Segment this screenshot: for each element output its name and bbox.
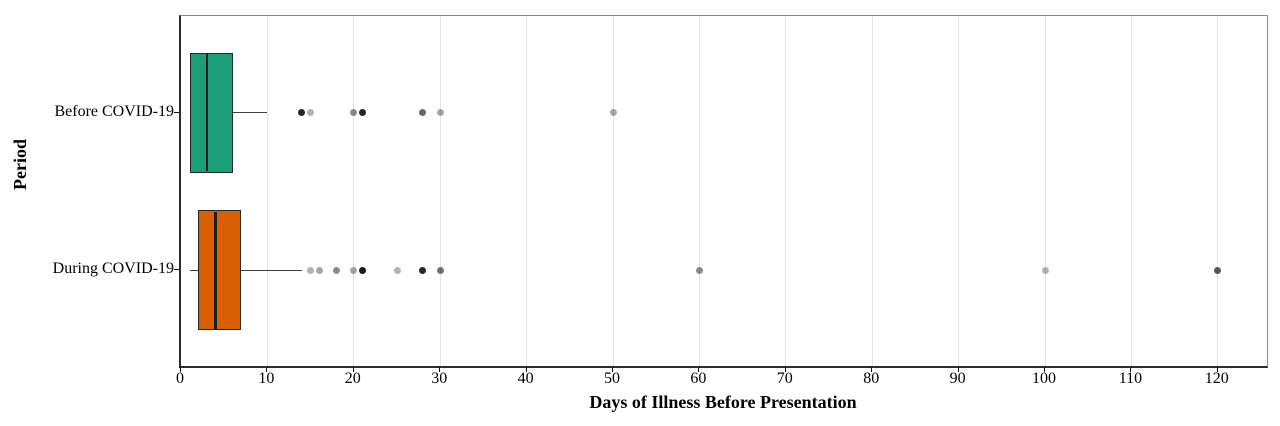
x-tick-70 (784, 367, 786, 372)
x-tick-110 (1130, 367, 1132, 372)
upper-whisker (232, 111, 268, 114)
x-tick-label-20: 20 (344, 370, 361, 387)
outlier-dot (315, 266, 323, 274)
gridline-x-10 (266, 16, 268, 366)
gridline-x-120 (1217, 16, 1219, 366)
gridline-x-50 (612, 16, 614, 366)
median-line (214, 211, 217, 329)
outlier-dot (358, 109, 366, 117)
x-tick-label-90: 90 (949, 370, 966, 387)
x-tick-20 (352, 367, 354, 372)
x-tick-label-60: 60 (690, 370, 707, 387)
x-tick-60 (698, 367, 700, 372)
x-tick-label-50: 50 (604, 370, 620, 387)
x-tick-label-110: 110 (1118, 370, 1143, 387)
median-line (205, 54, 209, 172)
y-tick-1 (174, 269, 179, 271)
outlier-dot (695, 266, 703, 274)
x-tick-label-80: 80 (863, 370, 880, 387)
gridline-x-90 (958, 16, 960, 366)
gridline-x-110 (1130, 16, 1132, 366)
x-tick-label-70: 70 (776, 370, 793, 387)
x-tick-120 (1216, 367, 1218, 372)
gridline-x-100 (1044, 16, 1046, 366)
x-tick-label-40: 40 (517, 370, 534, 387)
outlier-dot (307, 109, 315, 117)
gridline-x-30 (439, 16, 441, 366)
y-tick-0 (174, 111, 179, 113)
outlier-dot (307, 266, 315, 274)
outlier-dot (358, 266, 366, 274)
outlier-dot (419, 109, 427, 117)
gridline-x-20 (353, 16, 355, 366)
outlier-dot (393, 266, 401, 274)
x-tick-0 (180, 367, 181, 372)
x-tick-30 (439, 367, 441, 372)
x-tick-90 (957, 367, 959, 372)
y-category-label-0: Before COVID-19 (54, 102, 174, 120)
outlier-dot (1041, 266, 1049, 274)
box-before-covid-19 (189, 52, 233, 173)
x-tick-80 (871, 367, 873, 372)
outlier-dot (609, 109, 617, 117)
x-tick-100 (1044, 367, 1045, 372)
outlier-dot (1214, 266, 1222, 274)
outlier-dot (350, 266, 358, 274)
x-tick-label-30: 30 (431, 370, 448, 387)
y-axis-title: Period (10, 139, 30, 190)
x-tick-label-100: 100 (1032, 370, 1056, 387)
x-axis-title: Days of Illness Before Presentation (589, 392, 857, 412)
upper-whisker (241, 269, 302, 272)
x-tick-10 (266, 367, 268, 372)
x-tick-50 (612, 367, 613, 372)
outlier-dot (298, 109, 306, 117)
x-tick-label-120: 120 (1204, 370, 1229, 387)
gridline-x-60 (698, 16, 700, 366)
outlier-dot (350, 109, 358, 117)
x-tick-label-10: 10 (258, 370, 275, 387)
plot-panel (179, 15, 1268, 368)
outlier-dot (419, 266, 427, 274)
gridline-x-40 (526, 16, 528, 366)
box-during-covid-19 (198, 210, 242, 331)
outlier-dot (333, 266, 341, 274)
outlier-dot (436, 109, 444, 117)
outlier-dot (436, 266, 444, 274)
gridline-x-70 (785, 16, 787, 366)
y-category-label-1: During COVID-19 (52, 260, 174, 278)
lower-whisker (189, 269, 199, 272)
x-tick-40 (525, 367, 527, 372)
gridline-x-80 (871, 16, 873, 366)
x-tick-label-0: 0 (176, 370, 184, 387)
